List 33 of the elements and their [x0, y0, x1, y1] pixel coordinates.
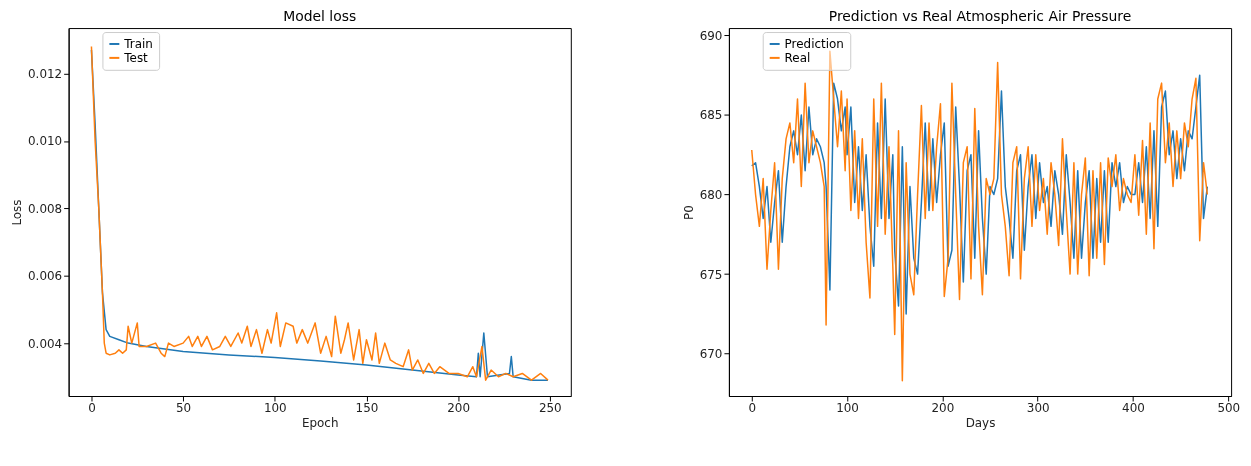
- x-axis-title: Epoch: [301, 416, 339, 431]
- y-tick-label: 690: [699, 28, 723, 43]
- legend-label: Prediction: [784, 36, 844, 51]
- y-tick-label: 670: [699, 347, 723, 362]
- x-tick-label: 200: [447, 401, 471, 416]
- y-tick-label: 0.010: [28, 134, 63, 149]
- y-axis-title: Loss: [10, 199, 25, 226]
- y-tick-label: 0.004: [28, 336, 63, 351]
- x-tick-label: 100: [263, 401, 287, 416]
- x-tick-label: 200: [931, 401, 955, 416]
- x-axis-title: Days: [965, 416, 996, 431]
- x-tick-label: 150: [355, 401, 379, 416]
- legend-label: Train: [123, 36, 153, 51]
- x-tick-label: 0: [748, 401, 757, 416]
- y-tick-label: 0.006: [28, 269, 63, 284]
- y-tick-label: 0.008: [28, 201, 63, 216]
- x-tick-label: 400: [1122, 401, 1145, 416]
- chart-title: Prediction vs Real Atmospheric Air Pressure: [828, 8, 1132, 25]
- y-tick-label: 685: [699, 108, 723, 123]
- x-tick-label: 300: [1026, 401, 1050, 416]
- x-tick-label: 0: [88, 401, 96, 416]
- chart-title: Model loss: [283, 8, 357, 25]
- legend-label: Real: [784, 50, 811, 65]
- x-tick-label: 500: [1217, 401, 1241, 416]
- y-tick-label: 680: [699, 188, 723, 202]
- y-axis-title: P0: [681, 205, 696, 220]
- x-tick-label: 100: [836, 401, 859, 416]
- legend-label: Test: [123, 50, 149, 65]
- x-tick-label: 50: [176, 401, 192, 416]
- y-tick-label: 0.012: [28, 67, 63, 82]
- x-tick-label: 250: [538, 401, 562, 416]
- y-tick-label: 675: [699, 267, 723, 282]
- line-series: [751, 50, 1209, 382]
